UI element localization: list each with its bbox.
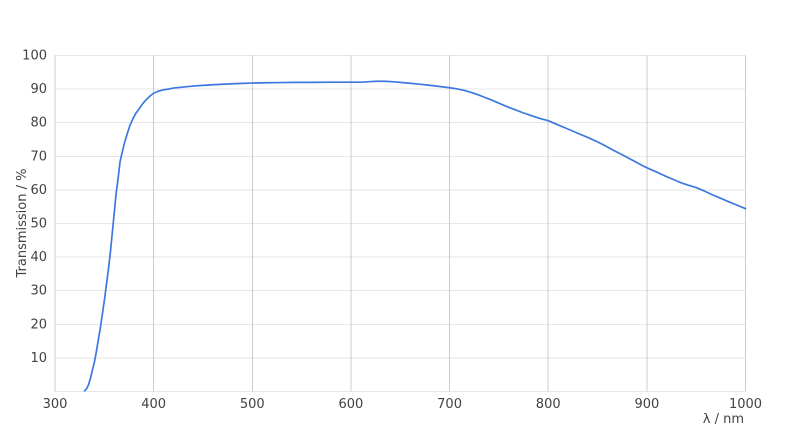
tick-label: 600 bbox=[339, 397, 364, 412]
horizontal-gridlines bbox=[55, 55, 746, 392]
transmission-curve bbox=[83, 80, 747, 392]
tick-label: 40 bbox=[30, 250, 47, 265]
tick-label: 700 bbox=[437, 397, 462, 412]
x-axis-title: λ / nm bbox=[702, 412, 744, 427]
tick-label: 20 bbox=[30, 317, 47, 332]
tick-label: 30 bbox=[30, 284, 47, 299]
tick-label: 70 bbox=[30, 149, 47, 164]
tick-label: 300 bbox=[43, 397, 68, 412]
vertical-gridlines bbox=[54, 55, 746, 392]
x-axis-tick-labels: 300 400 500 600 700 800 900 1000 bbox=[43, 397, 762, 412]
y-axis-title: Transmission / % bbox=[15, 168, 30, 278]
y-axis-tick-labels: 10 20 30 40 50 60 70 80 90 100 bbox=[22, 49, 47, 366]
tick-label: 10 bbox=[30, 351, 47, 366]
tick-label: 90 bbox=[30, 82, 47, 97]
tick-label: 500 bbox=[240, 397, 265, 412]
tick-label: 400 bbox=[141, 397, 166, 412]
tick-label: 1000 bbox=[729, 397, 762, 412]
tick-label: 100 bbox=[22, 49, 47, 64]
tick-label: 50 bbox=[30, 217, 47, 232]
tick-label: 800 bbox=[536, 397, 561, 412]
tick-label: 900 bbox=[634, 397, 659, 412]
tick-label: 60 bbox=[30, 183, 47, 198]
tick-label: 80 bbox=[30, 116, 47, 131]
